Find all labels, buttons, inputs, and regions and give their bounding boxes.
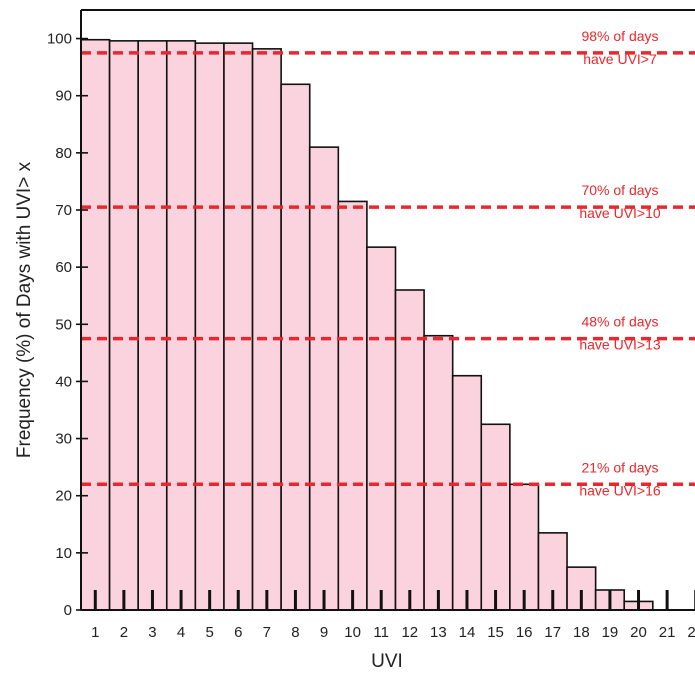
y-tick-label-80: 80 [55,145,72,162]
reference-lines: 98% of days have UVI>7 70% of days have UVI… [81,28,695,498]
y-tick-label-0: 0 [64,602,72,619]
reference-label-line1-4: 21% of days [581,459,658,475]
x-tick-label-8: 8 [291,624,299,641]
reference-label-line2-3: have UVI>13 [579,337,661,353]
bar-uvi-7 [251,48,282,611]
bar-uvi-12 [394,289,425,611]
bars-group [80,38,654,611]
reference-label-line2-1: have UVI>7 [583,51,657,67]
x-tick-label-18: 18 [573,624,590,641]
bar-uvi-11 [366,246,397,611]
axes-group [76,9,695,611]
x-tick-label-2: 2 [120,624,128,641]
bar-uvi-10 [337,200,368,611]
x-tick-label-19: 19 [602,624,619,641]
x-axis-title: UVI [371,651,403,672]
bar-uvi-14 [451,374,483,611]
x-tick-label-21: 21 [659,624,676,641]
x-tick-label-3: 3 [148,624,156,641]
x-tick-label-22: 22 [687,624,695,641]
y-tick-label-60: 60 [55,259,72,276]
bar-uvi-15 [480,423,511,611]
y-tick-label-40: 40 [55,373,72,390]
x-tick-label-20: 20 [630,624,647,641]
x-tick-label-16: 16 [516,624,533,641]
y-tick-label-10: 10 [55,545,72,562]
y-tick-label-70: 70 [55,202,72,219]
reference-label-line1-1: 98% of days [581,28,658,44]
x-tick-label-5: 5 [205,624,213,641]
x-tick-marks [93,590,695,610]
bar-uvi-2 [108,40,139,611]
y-tick-label-30: 30 [55,431,72,448]
x-tick-label-12: 12 [401,624,418,641]
bar-uvi-8 [280,83,311,611]
bar-uvi-4 [165,40,197,611]
reference-label-line2-4: have UVI>16 [579,482,661,498]
reference-label-line1-2: 70% of days [581,182,658,198]
x-tick-label-13: 13 [430,624,447,641]
x-tick-label-15: 15 [487,624,504,641]
bar-uvi-3 [137,40,168,611]
bar-uvi-6 [223,42,254,611]
x-tick-label-9: 9 [320,624,328,641]
y-tick-label-20: 20 [55,488,72,505]
x-tick-label-14: 14 [459,624,476,641]
y-tick-label-90: 90 [55,88,72,105]
x-tick-label-7: 7 [263,624,271,641]
x-tick-label-6: 6 [234,624,242,641]
bar-uvi-9 [308,146,340,611]
x-tick-label-1: 1 [91,624,99,641]
tick-labels: 1234567891011121314151617181920212201020… [47,31,695,641]
y-axis-title: Frequency (%) of Days with UVI> x [14,161,35,458]
x-tick-label-4: 4 [177,624,185,641]
bar-uvi-13 [423,334,454,611]
bar-uvi-5 [194,42,225,611]
x-tick-label-17: 17 [544,624,561,641]
x-tick-label-10: 10 [344,624,361,641]
x-tick-label-11: 11 [373,624,389,641]
reference-label-line1-3: 48% of days [581,314,658,330]
reference-label-line2-2: have UVI>10 [579,205,661,221]
y-tick-label-100: 100 [47,31,72,48]
y-tick-label-50: 50 [55,316,72,333]
